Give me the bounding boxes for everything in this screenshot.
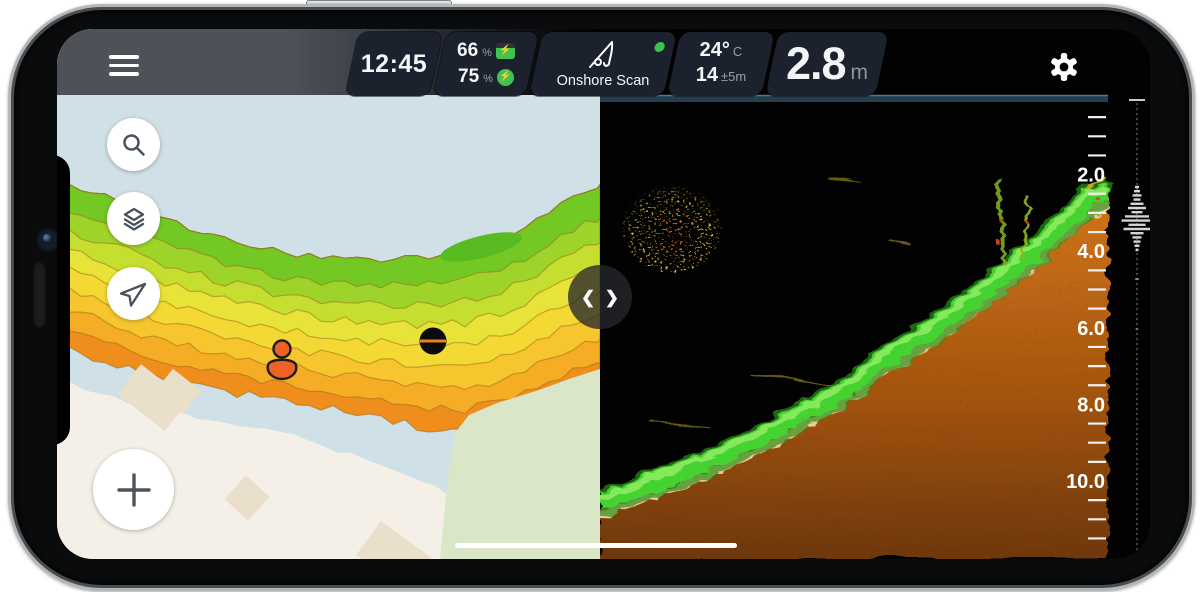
gps-accuracy-value: 14 (695, 64, 719, 86)
depth-scale-label: 6.0 (1077, 318, 1105, 340)
depth-scale-label: 4.0 (1077, 241, 1105, 263)
map-land (57, 380, 533, 559)
clock-time: 12:45 (360, 49, 428, 78)
status-segment-battery[interactable]: 66 % ⚡ 75 % ⚡ (433, 32, 539, 96)
land-polygon (57, 380, 533, 559)
phone-battery-percent: 66 (457, 40, 479, 61)
sonar-battery-percent: 75 (458, 66, 480, 87)
chevron-left-icon: ❮ (581, 287, 596, 307)
display-notch (57, 155, 70, 445)
map-buildings (117, 364, 432, 559)
depth-contour-bands (57, 181, 600, 433)
phone-frame: 2.0 4.0 6.0 8.0 10.0 12:45 66 % ⚡ (8, 4, 1195, 591)
hamburger-menu-icon[interactable] (109, 55, 141, 77)
depth-scale-label: 2.0 (1077, 165, 1105, 187)
chevron-right-icon: ❯ (604, 287, 619, 307)
user-position-marker[interactable] (266, 339, 298, 381)
fishing-rod-icon (589, 41, 614, 68)
contour-band (57, 181, 600, 289)
front-camera (36, 228, 60, 252)
earpiece-speaker (33, 262, 46, 328)
sonar-display: 2.0 4.0 6.0 8.0 10.0 (600, 29, 1150, 559)
layers-icon (123, 207, 144, 231)
status-segment-depth[interactable]: 2.8 m (765, 32, 889, 96)
search-icon (122, 133, 145, 156)
power-bolt-icon: ⚡ (496, 68, 514, 86)
battery-charging-icon: ⚡ (495, 43, 515, 59)
search-button[interactable] (107, 118, 160, 171)
status-segment-scan-mode[interactable]: Onshore Scan (529, 32, 677, 96)
waypoint-dot[interactable] (419, 327, 447, 355)
shallow-green-patch (440, 232, 522, 262)
add-waypoint-button[interactable] (93, 449, 174, 530)
depth-value: 2.8 (785, 38, 846, 89)
locate-button[interactable] (107, 267, 160, 320)
map-park (440, 369, 600, 559)
depth-scale-label: 8.0 (1077, 394, 1105, 416)
fish-school-cloud (622, 179, 722, 273)
depth-scale-label: 10.0 (1066, 471, 1105, 493)
sonar-scan-pane[interactable]: 2.0 4.0 6.0 8.0 10.0 (600, 29, 1150, 559)
layers-button[interactable] (107, 192, 160, 245)
depth-scale: 2.0 4.0 6.0 8.0 10.0 (1066, 116, 1106, 540)
weed-plumes (995, 177, 1106, 268)
status-segment-weather[interactable]: 24° C 14 ±5m (667, 32, 775, 96)
temperature-value: 24° (699, 39, 730, 61)
scan-mode-label: Onshore Scan (556, 73, 650, 89)
plus-icon (116, 472, 151, 507)
navigation-arrow-icon (119, 282, 146, 307)
split-view-divider-handle[interactable]: ❮ ❯ (568, 265, 632, 329)
gear-icon[interactable] (1047, 50, 1081, 84)
home-indicator[interactable] (455, 543, 737, 548)
surface-line (600, 94, 1108, 102)
a-scope-trace (1121, 99, 1150, 551)
status-segment-time[interactable]: 12:45 (345, 32, 443, 96)
app-screen: 2.0 4.0 6.0 8.0 10.0 12:45 66 % ⚡ (57, 29, 1150, 559)
